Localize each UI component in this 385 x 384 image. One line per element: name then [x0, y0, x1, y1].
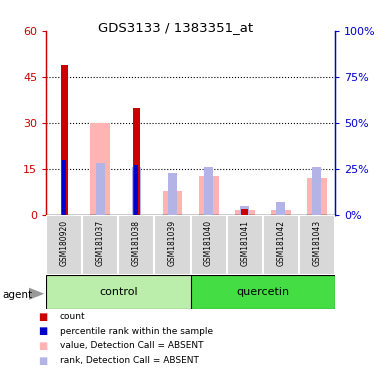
Text: quercetin: quercetin [236, 287, 289, 297]
Bar [90, 123, 110, 215]
Text: GSM181042: GSM181042 [276, 220, 285, 266]
Bar [154, 215, 191, 275]
Text: rank, Detection Call = ABSENT: rank, Detection Call = ABSENT [60, 356, 199, 365]
Text: ■: ■ [38, 312, 48, 322]
Bar [96, 164, 105, 215]
Bar [235, 210, 254, 215]
Bar [191, 275, 335, 309]
Bar [271, 210, 291, 215]
Bar [133, 108, 140, 215]
Text: GSM181038: GSM181038 [132, 220, 141, 266]
Text: percentile rank within the sample: percentile rank within the sample [60, 327, 213, 336]
Bar [134, 165, 139, 215]
Bar [307, 178, 327, 215]
Text: GSM180920: GSM180920 [60, 220, 69, 266]
Text: GSM181040: GSM181040 [204, 220, 213, 266]
Text: control: control [99, 287, 138, 297]
Bar [276, 202, 285, 215]
Bar [46, 215, 82, 275]
Text: ■: ■ [38, 341, 48, 351]
Bar [227, 215, 263, 275]
Bar [119, 215, 154, 275]
Text: count: count [60, 312, 85, 321]
Bar [240, 206, 249, 215]
Polygon shape [29, 288, 44, 300]
Bar [191, 215, 227, 275]
Text: value, Detection Call = ABSENT: value, Detection Call = ABSENT [60, 341, 203, 351]
Text: ■: ■ [38, 356, 48, 366]
Text: GDS3133 / 1383351_at: GDS3133 / 1383351_at [98, 21, 253, 34]
Text: ■: ■ [38, 326, 48, 336]
Bar [241, 209, 248, 215]
Bar [132, 167, 141, 215]
Bar [168, 173, 177, 215]
Bar [162, 191, 182, 215]
Bar [46, 275, 191, 309]
Bar [199, 176, 219, 215]
Bar [61, 65, 68, 215]
Text: GSM181039: GSM181039 [168, 220, 177, 266]
Text: agent: agent [2, 290, 32, 300]
Bar [62, 160, 66, 215]
Text: GSM181041: GSM181041 [240, 220, 249, 266]
Bar [82, 215, 119, 275]
Text: GSM181037: GSM181037 [96, 220, 105, 266]
Bar [204, 167, 213, 215]
Bar [313, 167, 321, 215]
Bar [299, 215, 335, 275]
Text: GSM181043: GSM181043 [312, 220, 321, 266]
Bar [263, 215, 299, 275]
